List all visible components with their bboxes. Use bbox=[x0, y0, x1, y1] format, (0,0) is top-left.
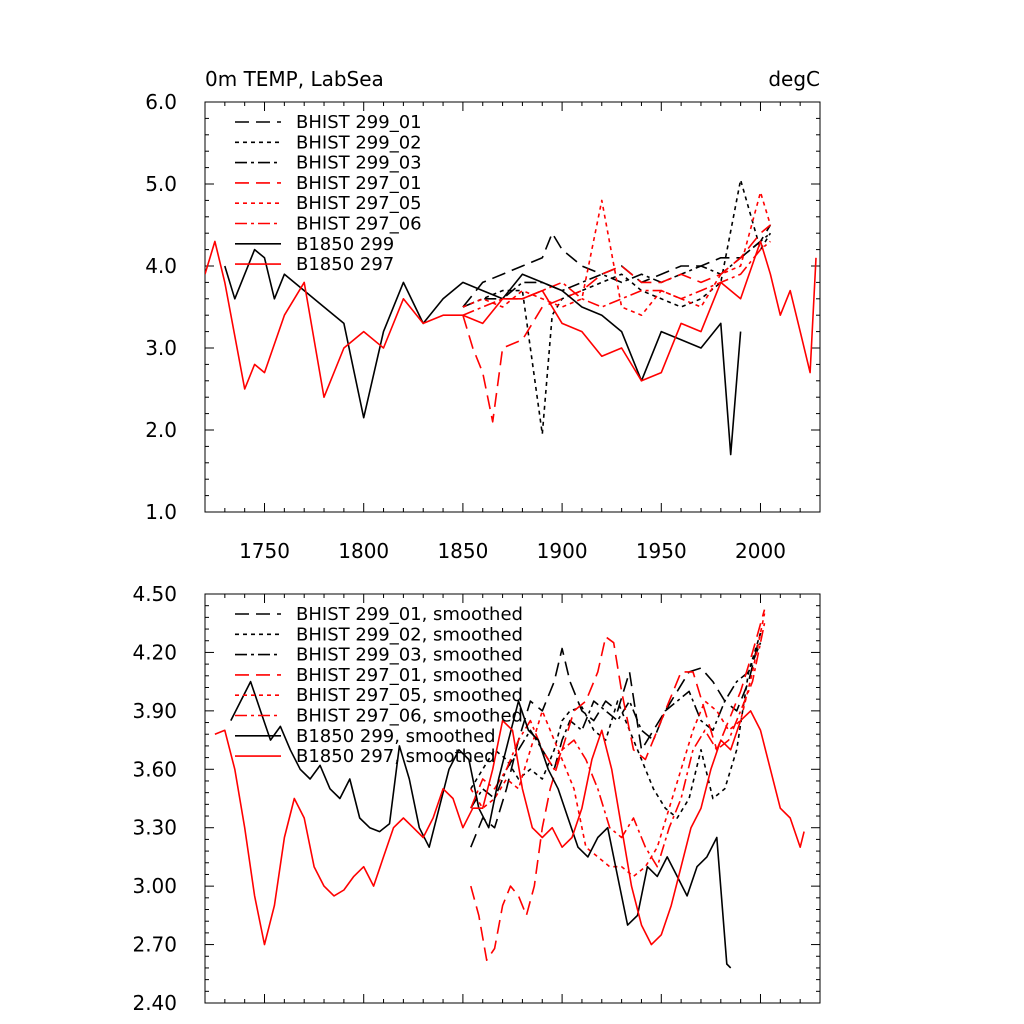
y-tick-label: 1.0 bbox=[145, 500, 177, 524]
y-tick-label: 2.70 bbox=[132, 933, 177, 957]
plot-frame bbox=[204, 101, 821, 513]
legend-label: BHIST 299_01 bbox=[296, 112, 422, 133]
y-tick-label: 4.0 bbox=[145, 254, 177, 278]
y-tick-label: 3.30 bbox=[132, 816, 177, 840]
y-tick-label: 3.00 bbox=[132, 874, 177, 898]
legend-label: BHIST 299_01, smoothed bbox=[296, 604, 523, 625]
series-line-6 bbox=[230, 680, 732, 969]
series-line-3 bbox=[470, 609, 766, 961]
legend-label: BHIST 297_05, smoothed bbox=[296, 685, 523, 706]
series-line-7 bbox=[205, 240, 817, 398]
series-group bbox=[214, 609, 805, 969]
legend-label: BHIST 297_01 bbox=[296, 173, 422, 194]
legend-label: BHIST 299_02 bbox=[296, 132, 422, 153]
y-tick-label: 6.0 bbox=[145, 90, 177, 114]
legend-label: BHIST 299_02, smoothed bbox=[296, 624, 523, 645]
series-group bbox=[205, 179, 817, 456]
plot-frame bbox=[204, 593, 821, 1004]
y-tick-label: 3.60 bbox=[132, 757, 177, 781]
series-line-2 bbox=[462, 232, 771, 308]
chart-title: 0m TEMP, LabSea bbox=[205, 67, 384, 91]
y-tick-label: 3.0 bbox=[145, 336, 177, 360]
series-line-7 bbox=[214, 710, 805, 946]
series-line-1 bbox=[470, 632, 762, 819]
series-line-6 bbox=[224, 248, 742, 456]
series-line-4 bbox=[462, 191, 772, 316]
x-tick-label: 2000 bbox=[735, 539, 786, 563]
x-tick-label: 1950 bbox=[636, 539, 687, 563]
legend-label: BHIST 297_01, smoothed bbox=[296, 665, 523, 686]
legend-label: B1850 299 bbox=[296, 234, 394, 255]
top-panel: 1.0 2.0 3.0 4.0 5.0 6.0 1750 1800 1850 1900 1950 20… bbox=[145, 67, 821, 563]
legend-label: BHIST 297_06, smoothed bbox=[296, 706, 523, 727]
legend-label: BHIST 297_05 bbox=[296, 193, 422, 214]
legend-label: B1850 299, smoothed bbox=[296, 726, 496, 747]
legend-label: B1850 297, smoothed bbox=[296, 746, 496, 767]
x-tick-label: 1800 bbox=[338, 539, 389, 563]
legend-label: BHIST 299_03 bbox=[296, 153, 422, 174]
y-tick-label: 4.20 bbox=[132, 640, 177, 664]
x-tick-label: 1900 bbox=[537, 539, 588, 563]
y-tick-label: 2.40 bbox=[132, 991, 177, 1015]
y-tick-label: 5.0 bbox=[145, 172, 177, 196]
series-line-0 bbox=[462, 224, 772, 308]
y-tick-label: 4.50 bbox=[132, 582, 177, 606]
bottom-panel: 2.40 2.70 3.00 3.30 3.60 3.90 4.20 4.50 BHIST 29… bbox=[132, 582, 821, 1015]
legend-label: B1850 297 bbox=[296, 254, 394, 275]
x-tick-label: 1750 bbox=[239, 539, 290, 563]
x-tick-label: 1850 bbox=[437, 539, 488, 563]
series-line-5 bbox=[470, 623, 766, 868]
units-label: degC bbox=[768, 67, 820, 91]
series-line-1 bbox=[462, 179, 772, 435]
series-line-3 bbox=[462, 224, 771, 423]
series-line-0 bbox=[470, 632, 762, 848]
legend-label: BHIST 299_03, smoothed bbox=[296, 645, 523, 666]
legend-label: BHIST 297_06 bbox=[296, 214, 422, 235]
y-tick-label: 2.0 bbox=[145, 418, 177, 442]
y-tick-label: 3.90 bbox=[132, 699, 177, 723]
